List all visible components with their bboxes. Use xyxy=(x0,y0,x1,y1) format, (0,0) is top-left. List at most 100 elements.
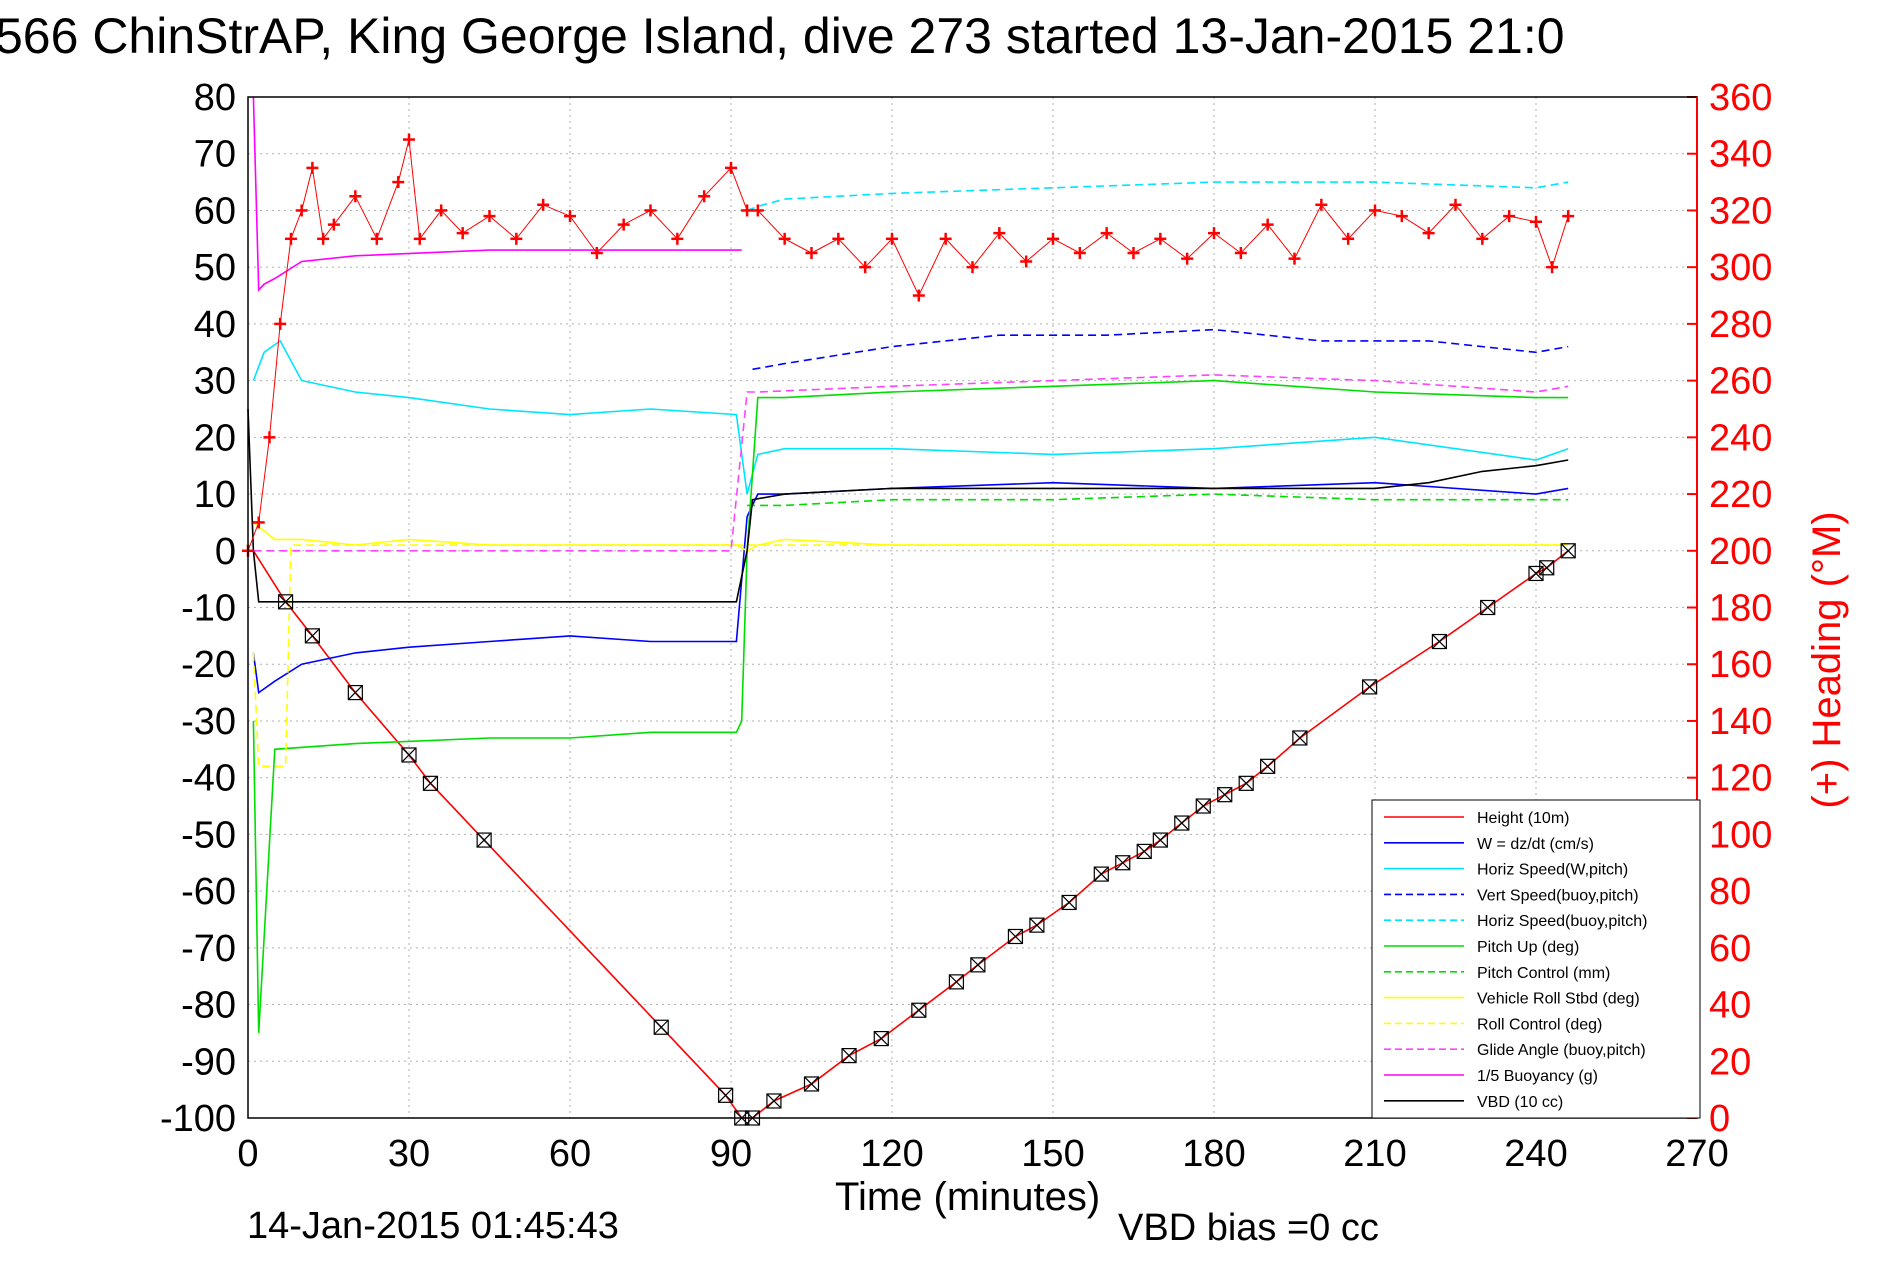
y-right-tick-label: 60 xyxy=(1709,928,1751,970)
footer-vbd-bias: VBD bias =0 cc xyxy=(1118,1207,1379,1249)
heading-point xyxy=(1154,232,1167,245)
heading-point xyxy=(274,317,287,330)
y-right-tick-label: 280 xyxy=(1709,304,1772,346)
series-line-4 xyxy=(746,181,1569,212)
x-axis-label: Time (minutes) xyxy=(835,1175,1100,1219)
heading-point xyxy=(1181,252,1194,265)
heading-point xyxy=(725,161,737,174)
y-tick-label: 80 xyxy=(194,77,236,119)
series-line-2 xyxy=(252,339,1569,495)
height-marker xyxy=(1431,633,1448,650)
legend-box xyxy=(1371,799,1701,1119)
heading-point xyxy=(617,218,630,231)
heading-point xyxy=(403,133,415,146)
heading-point xyxy=(1395,210,1408,223)
heading-point xyxy=(252,516,265,529)
y-right-tick-label: 0 xyxy=(1709,1098,1730,1140)
y-right-tick-label: 360 xyxy=(1709,77,1772,119)
series-line-7 xyxy=(252,521,1569,552)
heading-point xyxy=(1369,204,1381,217)
heading-point xyxy=(778,232,791,245)
x-tick-label: 90 xyxy=(710,1133,752,1175)
legend-entry: Vert Speed(buoy,pitch) xyxy=(1477,887,1639,904)
y-tick-label: -40 xyxy=(181,758,236,800)
heading-point xyxy=(306,161,319,174)
x-tick-label: 30 xyxy=(388,1133,430,1175)
heading-point xyxy=(859,261,872,274)
x-tick-label: 0 xyxy=(237,1133,258,1175)
series-line-5 xyxy=(252,379,1569,1033)
height-marker xyxy=(948,974,965,990)
heading-point xyxy=(751,204,764,217)
y-right-tick-label: 200 xyxy=(1709,531,1772,573)
y-right-tick-label: 320 xyxy=(1709,190,1772,232)
heading-point xyxy=(1562,210,1575,223)
heading-point xyxy=(1503,210,1516,223)
y-tick-label: -30 xyxy=(181,701,236,743)
heading-point xyxy=(537,198,550,211)
heading-point xyxy=(805,246,818,259)
legend: Height (10m) W = dz/dt (cm/s) Horiz Speed(… xyxy=(1371,799,1701,1119)
heading-point xyxy=(912,289,925,302)
height-marker xyxy=(476,832,492,848)
legend-entry: 1/5 Buoyancy (g) xyxy=(1477,1068,1598,1085)
height-marker xyxy=(1260,758,1276,774)
height-marker xyxy=(803,1076,820,1092)
heading-point xyxy=(1530,215,1542,228)
legend-entry: Vehicle Roll Stbd (deg) xyxy=(1477,991,1640,1008)
legend-entry: W = dz/dt (cm/s) xyxy=(1477,836,1594,853)
series-line-3 xyxy=(752,328,1569,371)
height-marker xyxy=(653,1019,669,1035)
heading-point xyxy=(1100,227,1113,240)
y-tick-label: 70 xyxy=(194,134,236,176)
height-marker xyxy=(1480,599,1496,616)
y-axis-left: -100-90-80-70-60-50-40-30-20-10010203040… xyxy=(160,77,236,1140)
y-right-tick-label: 260 xyxy=(1709,361,1772,403)
y-right-tick-label: 120 xyxy=(1709,758,1772,800)
series-line-6 xyxy=(747,493,1569,507)
y-tick-label: -70 xyxy=(181,928,236,970)
heading-point xyxy=(370,232,383,245)
height-marker xyxy=(1560,543,1576,559)
heading-point xyxy=(392,176,405,189)
heading-point xyxy=(327,218,340,231)
y-right-tick-label: 140 xyxy=(1709,701,1772,743)
heading-point xyxy=(564,210,576,223)
series-line-8 xyxy=(252,544,1569,768)
heading-point xyxy=(993,227,1006,240)
y-axis-right: 0 20 40 60 80 100 120 140 160 180 200 220 240 260 280 3… xyxy=(1687,77,1772,1140)
y-tick-label: -50 xyxy=(181,814,236,856)
height-marker xyxy=(1174,815,1190,831)
height-marker xyxy=(1238,775,1254,791)
legend-entry: Horiz Speed(W,pitch) xyxy=(1477,862,1628,879)
height-marker xyxy=(1007,928,1024,945)
height-marker xyxy=(422,775,439,791)
heading-point xyxy=(284,232,297,245)
marker-layer xyxy=(242,133,1576,1126)
chart-title: 566 ChinStrAP, King George Island, dive … xyxy=(0,8,1565,64)
height-marker xyxy=(1195,798,1211,814)
height-marker xyxy=(911,1002,927,1018)
heading-point xyxy=(1020,255,1033,268)
height-marker xyxy=(347,684,363,701)
heading-point xyxy=(1127,246,1140,259)
legend-entry: Horiz Speed(buoy,pitch) xyxy=(1477,913,1647,930)
legend-entry: Roll Control (deg) xyxy=(1477,1016,1602,1033)
y-right-tick-label: 80 xyxy=(1709,871,1751,913)
height-marker xyxy=(1093,866,1109,882)
x-axis: 0 30 60 90 120 150 180 210 240 270 xyxy=(237,1133,1728,1175)
y-tick-label: 20 xyxy=(194,417,236,459)
heading-point xyxy=(590,246,603,259)
x-tick-label: 240 xyxy=(1504,1133,1567,1175)
y-tick-label: 10 xyxy=(194,474,236,516)
heading-point xyxy=(698,190,711,203)
series-line-11 xyxy=(247,408,1569,603)
height-marker xyxy=(304,628,320,644)
heading-point xyxy=(1476,232,1489,245)
y-tick-label: 40 xyxy=(194,304,236,346)
heading-point xyxy=(1047,232,1059,245)
heading-point xyxy=(317,232,330,245)
y-tick-label: -60 xyxy=(181,871,236,913)
heading-point xyxy=(435,204,448,217)
